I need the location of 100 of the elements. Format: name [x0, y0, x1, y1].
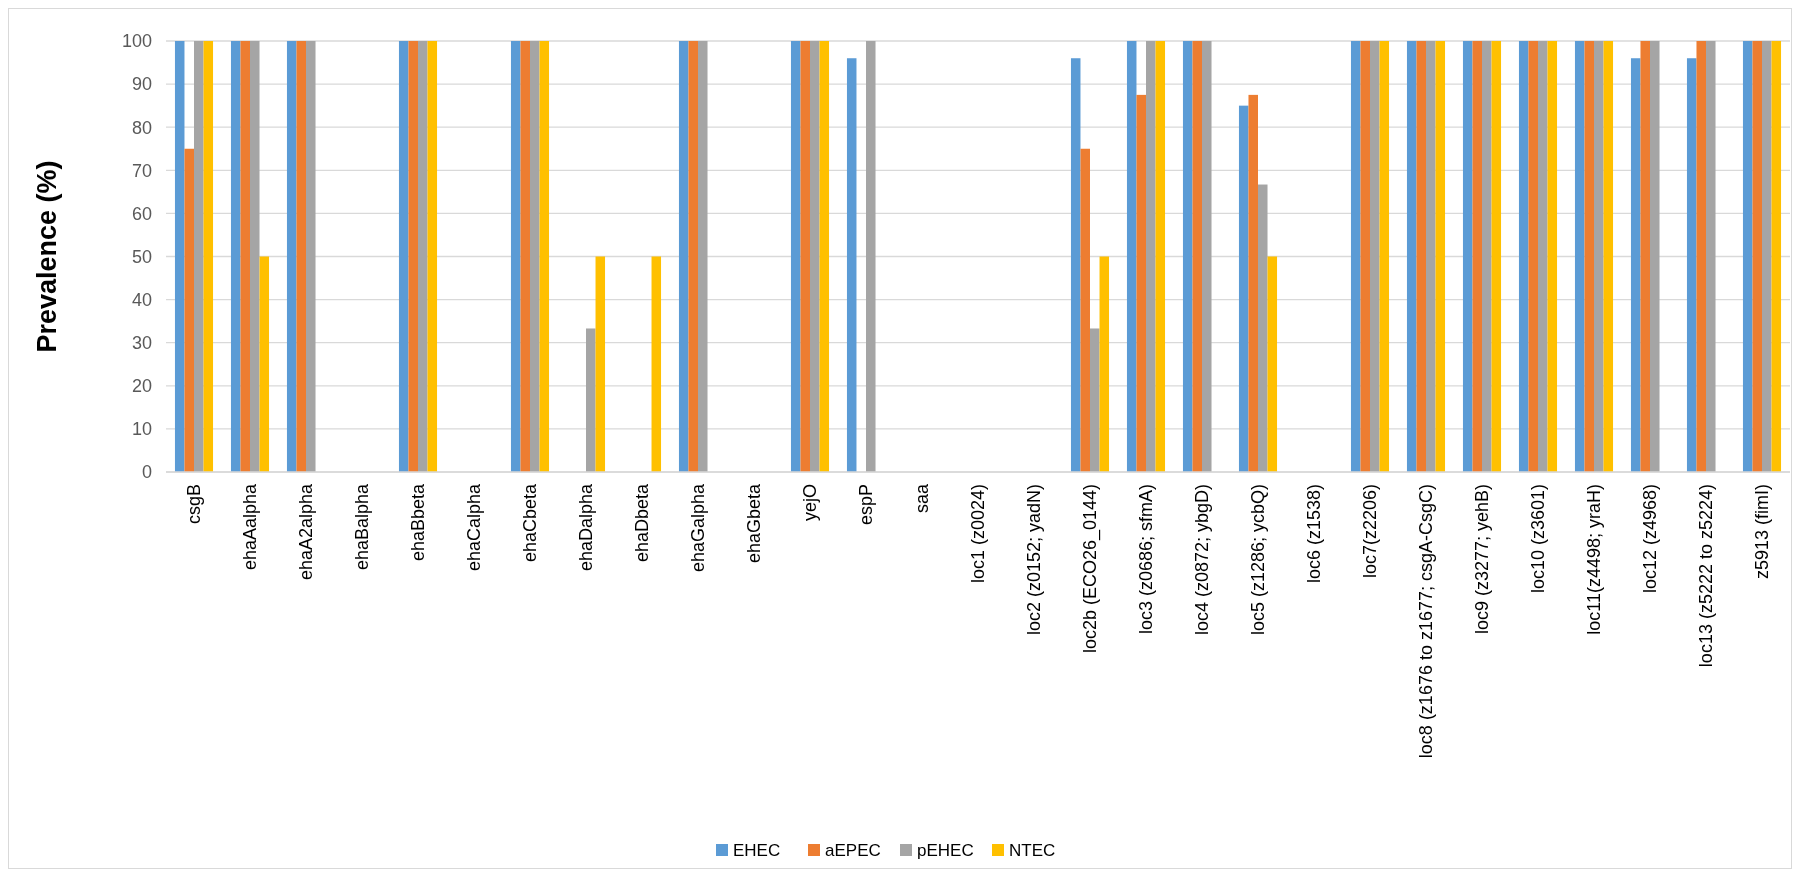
- y-tick-label: 10: [131, 419, 152, 440]
- bar: [1426, 41, 1436, 472]
- bar: [1258, 184, 1268, 472]
- bar: [1472, 41, 1482, 472]
- bar: [1248, 94, 1258, 472]
- bar: [1099, 256, 1110, 472]
- x-tick-label: loc8 (z1676 to z1677; csgA-CsgC): [1416, 484, 1437, 759]
- bar: [678, 41, 689, 472]
- y-tick-label: 50: [131, 246, 152, 267]
- bar: [1126, 41, 1137, 472]
- x-tick-label: loc6 (z1538): [1304, 484, 1325, 584]
- x-tick-label: ehaAalpha: [240, 483, 261, 571]
- bar: [1630, 58, 1641, 472]
- x-tick-label: ehaCalpha: [464, 483, 485, 572]
- y-tick-label: 100: [121, 31, 152, 52]
- bar: [1584, 41, 1594, 472]
- x-tick-label: ehaDbeta: [632, 483, 653, 563]
- bar: [586, 328, 596, 472]
- bar: [1491, 41, 1502, 472]
- bar: [1360, 41, 1370, 472]
- x-tick-label: csgB: [184, 484, 205, 525]
- x-tick-label: ehaBbeta: [408, 483, 429, 562]
- y-tick-label: 30: [131, 333, 152, 353]
- x-tick-label: ehaBalpha: [352, 483, 373, 571]
- bar: [1155, 41, 1166, 472]
- y-tick-label: 70: [131, 160, 152, 181]
- bar: [1686, 58, 1697, 472]
- y-tick-label: 80: [131, 117, 152, 138]
- legend-label: NTEC: [1009, 840, 1056, 860]
- bar: [539, 41, 550, 472]
- bar: [1416, 41, 1426, 472]
- x-tick-label: ehaA2alpha: [296, 483, 317, 581]
- bar: [1350, 41, 1361, 472]
- x-tick-label: loc3 (z0686; sfmA): [1136, 484, 1157, 635]
- x-tick-label: loc13 (z5222 to z5224): [1696, 484, 1717, 668]
- bar: [418, 41, 428, 472]
- bar: [1435, 41, 1446, 472]
- bar: [1706, 41, 1716, 472]
- x-tick-label: loc1 (z0024): [968, 484, 989, 584]
- legend-label: EHEC: [733, 840, 781, 860]
- bar: [1603, 41, 1614, 472]
- y-tick-label: 0: [141, 462, 152, 483]
- bar: [408, 41, 418, 472]
- x-tick-label: loc12 (z4968): [1640, 484, 1661, 594]
- x-tick-label: saa: [912, 483, 933, 514]
- y-tick-label: 60: [131, 203, 152, 224]
- y-tick-label: 90: [131, 74, 152, 95]
- bar: [286, 41, 297, 472]
- x-tick-label: ehaGbeta: [744, 483, 765, 564]
- bar: [1146, 41, 1156, 472]
- y-tick-label: 40: [131, 289, 152, 310]
- x-tick-label: ehaGalpha: [688, 483, 709, 573]
- bar: [1594, 41, 1604, 472]
- bar: [1742, 41, 1753, 472]
- bar: [846, 58, 857, 472]
- bar: [1379, 41, 1390, 472]
- bar: [306, 41, 316, 472]
- bar: [1547, 41, 1558, 472]
- bar: [240, 41, 250, 472]
- bar: [1406, 41, 1417, 472]
- bar: [1528, 41, 1538, 472]
- legend-label: pEHEC: [917, 840, 974, 860]
- x-tick-label: loc10 (z3601): [1528, 484, 1549, 594]
- bar: [1238, 105, 1249, 472]
- bar: [1752, 41, 1762, 472]
- bar: [1518, 41, 1529, 472]
- bar: [790, 41, 801, 472]
- bar: [1267, 256, 1278, 472]
- bar: [1136, 94, 1146, 472]
- bar: [1762, 41, 1772, 472]
- bar: [203, 41, 214, 472]
- bar: [1192, 41, 1202, 472]
- bar: [174, 41, 185, 472]
- bar: [698, 41, 708, 472]
- bar: [184, 148, 194, 472]
- x-tick-label: yejO: [800, 484, 821, 522]
- bar: [398, 41, 409, 472]
- x-tick-label: loc11(z4498; yraH): [1584, 484, 1605, 635]
- x-tick-label: loc9 (z3277; yehB): [1472, 484, 1493, 635]
- bar: [1538, 41, 1548, 472]
- bar: [595, 256, 606, 472]
- bar: [520, 41, 530, 472]
- bar: [1574, 41, 1585, 472]
- bar: [651, 256, 662, 472]
- bar: [866, 41, 876, 472]
- bar: [1696, 41, 1706, 472]
- bar: [1771, 41, 1782, 472]
- bar: [259, 256, 270, 472]
- bar: [250, 41, 260, 472]
- x-tick-label: espP: [856, 484, 877, 526]
- x-tick-label: loc2b (ECO26_0144): [1080, 484, 1102, 654]
- bar: [530, 41, 540, 472]
- bar: [800, 41, 810, 472]
- bar: [296, 41, 306, 472]
- x-tick-label: loc5 (z1286; ycbQ): [1248, 484, 1269, 636]
- bar: [1462, 41, 1473, 472]
- bar: [688, 41, 698, 472]
- bar: [810, 41, 820, 472]
- bar: [1640, 41, 1650, 472]
- bar: [1182, 41, 1193, 472]
